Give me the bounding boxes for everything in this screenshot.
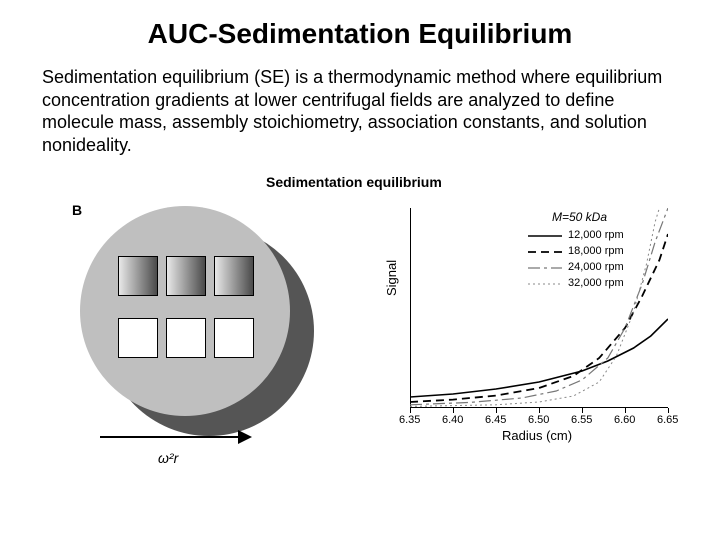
chart-xlabel: Radius (cm) xyxy=(502,428,572,443)
legend-line-icon xyxy=(528,246,562,258)
legend-label: 24,000 rpm xyxy=(568,259,624,277)
legend-label: 18,000 rpm xyxy=(568,243,624,261)
legend-row: 12,000 rpm xyxy=(528,228,624,244)
xtick-mark xyxy=(668,408,669,413)
legend-row: 18,000 rpm xyxy=(528,244,624,260)
xtick-mark xyxy=(453,408,454,413)
equilibrium-chart: Signal M=50 kDa 12,000 rpm18,000 rpm24,0… xyxy=(388,204,678,444)
chart-legend: 12,000 rpm18,000 rpm24,000 rpm32,000 rpm xyxy=(528,228,624,292)
rotor-cell-top-2 xyxy=(166,256,206,296)
xtick-label: 6.65 xyxy=(657,414,678,426)
xtick-label: 6.60 xyxy=(614,414,635,426)
legend-label: 12,000 rpm xyxy=(568,227,624,245)
xtick-mark xyxy=(539,408,540,413)
body-paragraph: Sedimentation equilibrium (SE) is a ther… xyxy=(0,50,720,156)
rotor-cell-bottom-2 xyxy=(166,318,206,358)
series-curve xyxy=(410,319,668,397)
xtick-mark xyxy=(496,408,497,413)
xtick-mark xyxy=(625,408,626,413)
figure-area: B Sedimentation equilibrium ω²r Signal M… xyxy=(0,168,720,468)
rotor-cell-top-1 xyxy=(118,256,158,296)
rotor-cell-bottom-1 xyxy=(118,318,158,358)
xtick-label: 6.40 xyxy=(442,414,463,426)
page-title: AUC-Sedimentation Equilibrium xyxy=(0,0,720,50)
legend-line-icon xyxy=(528,230,562,242)
arrow-line xyxy=(100,436,240,438)
legend-label: 32,000 rpm xyxy=(568,275,624,293)
arrow-label: ω²r xyxy=(158,450,178,466)
xtick-label: 6.45 xyxy=(485,414,506,426)
xtick-mark xyxy=(582,408,583,413)
xtick-label: 6.50 xyxy=(528,414,549,426)
legend-row: 32,000 rpm xyxy=(528,276,624,292)
figure-title: Sedimentation equilibrium xyxy=(266,174,442,190)
xtick-mark xyxy=(410,408,411,413)
legend-line-icon xyxy=(528,278,562,290)
xtick-label: 6.35 xyxy=(399,414,420,426)
rotor-cell-top-3 xyxy=(214,256,254,296)
mass-label: M=50 kDa xyxy=(552,210,607,224)
chart-ylabel: Signal xyxy=(384,260,399,296)
rotor-cell-bottom-3 xyxy=(214,318,254,358)
rotor-disk xyxy=(80,206,290,416)
xtick-label: 6.55 xyxy=(571,414,592,426)
legend-row: 24,000 rpm xyxy=(528,260,624,276)
legend-line-icon xyxy=(528,262,562,274)
panel-label: B xyxy=(72,202,82,218)
arrow-head-icon xyxy=(238,430,252,444)
